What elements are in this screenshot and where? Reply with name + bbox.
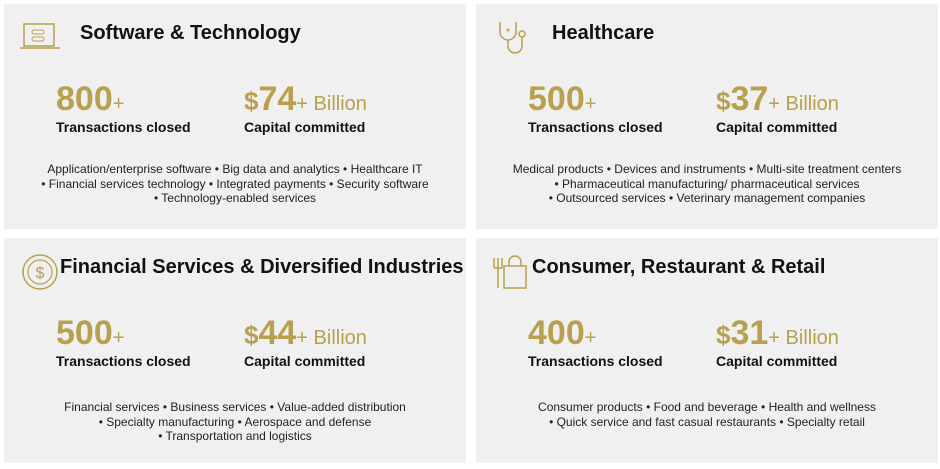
stat-value: 400 xyxy=(528,314,585,352)
stat-suffix: + xyxy=(112,327,125,349)
panel-title: Healthcare xyxy=(552,22,655,44)
icon xyxy=(490,252,534,292)
capital-stat: $74+ Billion Capital committed xyxy=(244,80,367,135)
panel-title: Software & Technology xyxy=(80,22,301,44)
panel: Healthcare 500+ Transactions closed $37+ Bi… xyxy=(476,4,938,229)
transactions-stat: 800+ Transactions closed xyxy=(56,80,191,135)
stat-value: 500 xyxy=(56,314,113,352)
stat-label: Capital committed xyxy=(716,353,838,369)
transactions-stat: 500+ Transactions closed xyxy=(56,314,191,369)
stat-value: 800 xyxy=(56,80,113,118)
stat-label: Capital committed xyxy=(716,119,838,135)
sector-line: • Financial services technology • Integr… xyxy=(41,176,429,191)
panel-title: Financial Services & Diversified Industr… xyxy=(60,256,464,278)
stat-prefix: $ xyxy=(244,320,259,350)
icon xyxy=(18,18,62,58)
sector-line: • Pharmaceutical manufacturing/ pharmace… xyxy=(554,176,860,191)
stat-suffix: + xyxy=(584,327,597,349)
svg-text:$: $ xyxy=(36,265,45,282)
stat-label: Capital committed xyxy=(244,119,366,135)
stat-prefix: $ xyxy=(244,86,259,116)
sector-line: • Transportation and logistics xyxy=(158,429,312,443)
stat-suffix: + xyxy=(112,93,125,115)
panel: $ Financial Services & Diversified Indust… xyxy=(4,238,466,463)
sector-line: • Outsourced services • Veterinary manag… xyxy=(548,191,866,205)
icon xyxy=(490,18,534,58)
stat-label: Capital committed xyxy=(244,353,366,369)
stat-label: Transactions closed xyxy=(528,119,663,135)
sector-line: • Technology-enabled services xyxy=(153,191,317,205)
panel-title: Consumer, Restaurant & Retail xyxy=(532,256,826,278)
sector-list: Financial services • Business services •… xyxy=(4,400,466,444)
sector-line: • Specialty manufacturing • Aerospace an… xyxy=(98,414,372,429)
icon: $ xyxy=(18,252,62,292)
panel: Software & Technology 800+ Transactions cl… xyxy=(4,4,466,229)
capital-stat: $37+ Billion Capital committed xyxy=(716,80,839,135)
sector-line: • Quick service and fast casual restaura… xyxy=(549,414,865,429)
stat-suffix: + xyxy=(584,93,597,115)
stat-value: 44 xyxy=(258,314,297,352)
stat-suffix: + Billion xyxy=(768,327,839,349)
transactions-stat: 500+ Transactions closed xyxy=(528,80,663,135)
sector-line: Medical products • Devices and instrumen… xyxy=(512,162,902,176)
panel: Consumer, Restaurant & Retail 400+ Transac… xyxy=(476,238,938,463)
stat-suffix: + Billion xyxy=(296,327,367,349)
stat-value: 500 xyxy=(528,80,585,118)
stat-value: 31 xyxy=(730,314,769,352)
stat-label: Transactions closed xyxy=(56,119,191,135)
stat-value: 37 xyxy=(730,80,769,118)
capital-stat: $44+ Billion Capital committed xyxy=(244,314,367,369)
sector-list: Medical products • Devices and instrumen… xyxy=(476,162,938,206)
stat-value: 74 xyxy=(258,80,297,118)
sector-line: Financial services • Business services •… xyxy=(64,400,406,414)
stat-prefix: $ xyxy=(716,320,731,350)
capital-stat: $31+ Billion Capital committed xyxy=(716,314,839,369)
sector-line: Consumer products • Food and beverage • … xyxy=(538,400,876,414)
stat-prefix: $ xyxy=(716,86,731,116)
stat-label: Transactions closed xyxy=(56,353,191,369)
transactions-stat: 400+ Transactions closed xyxy=(528,314,663,369)
stat-suffix: + Billion xyxy=(296,93,367,115)
stat-label: Transactions closed xyxy=(528,353,663,369)
sector-line: Application/enterprise software • Big da… xyxy=(47,162,423,176)
sector-list: Consumer products • Food and beverage • … xyxy=(476,400,938,429)
stat-suffix: + Billion xyxy=(768,93,839,115)
sector-list: Application/enterprise software • Big da… xyxy=(4,162,466,206)
